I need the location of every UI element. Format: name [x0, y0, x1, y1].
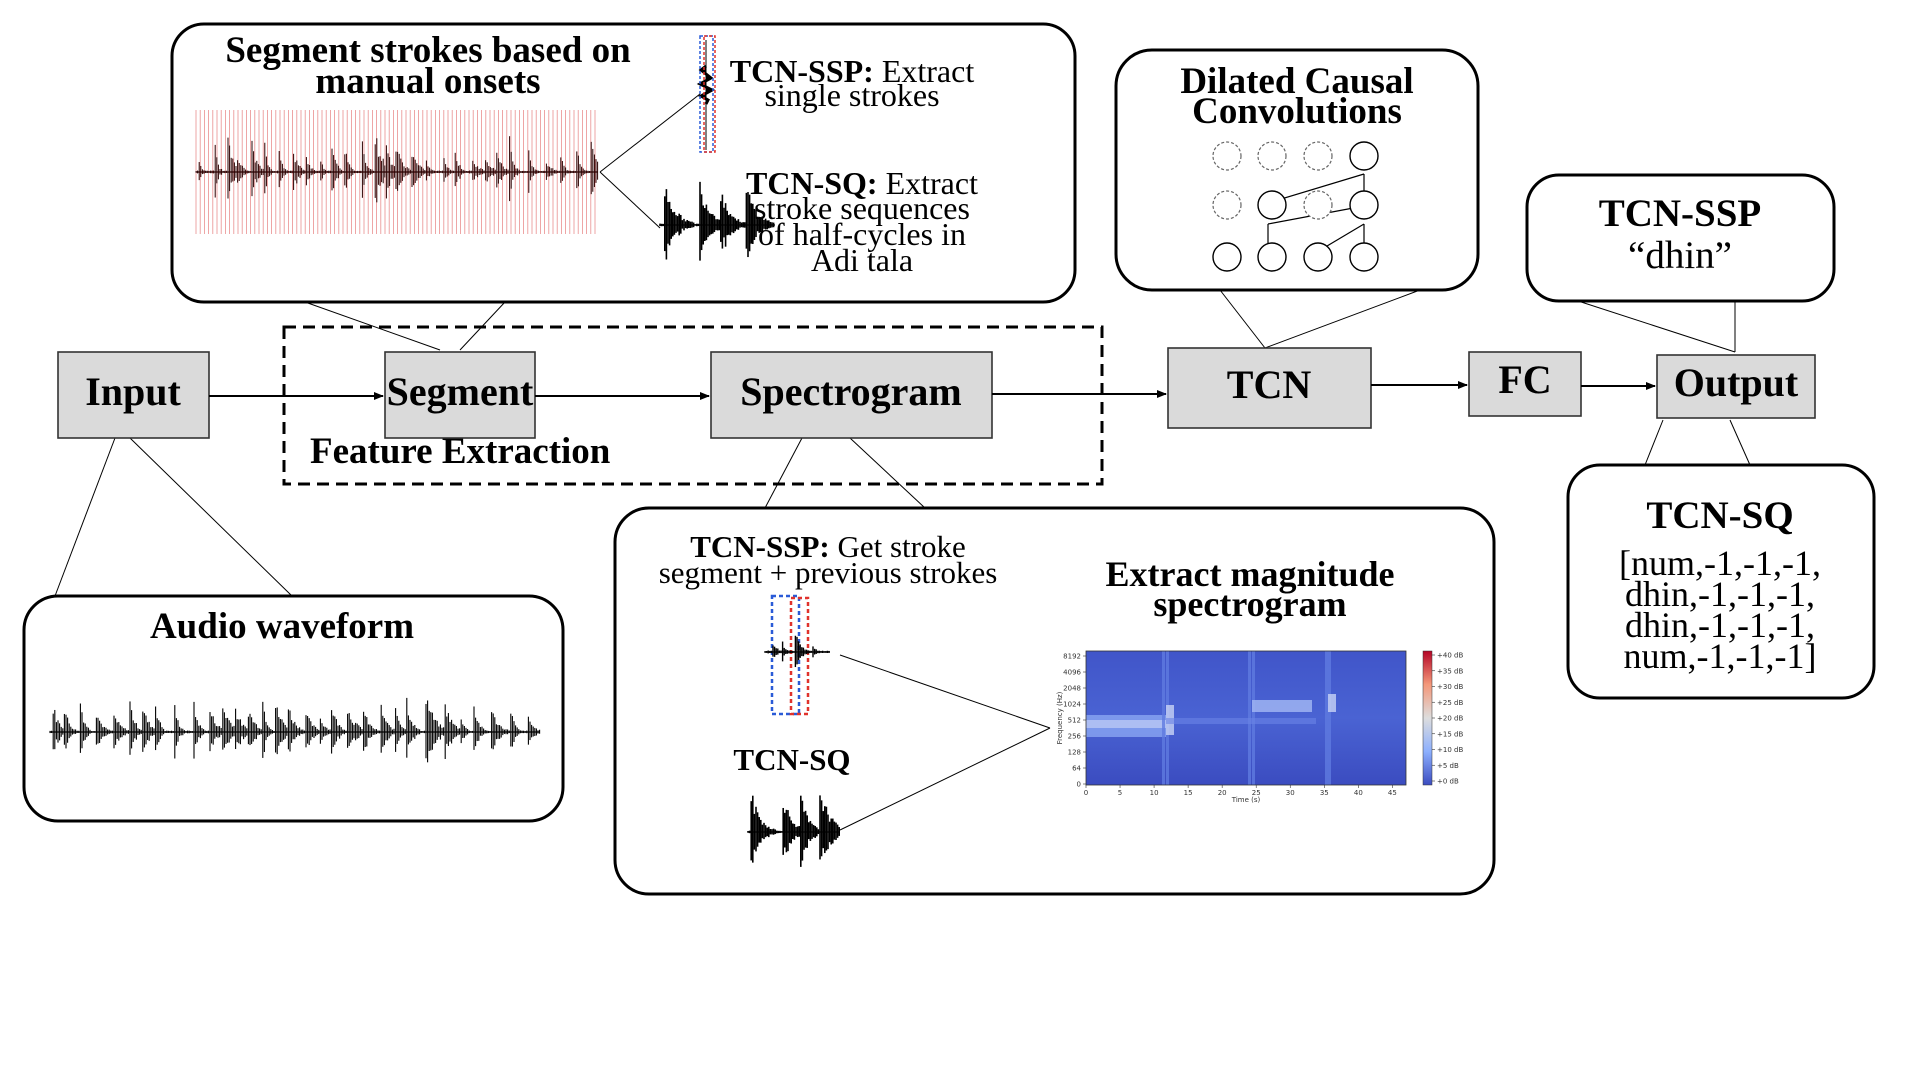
segment-box: Segment	[384, 351, 536, 439]
output-ssp-title: TCN-SSP	[1599, 192, 1762, 235]
spec-ytick-label: 2048	[1063, 685, 1081, 693]
segment-sq-line4: Adi tala	[811, 242, 913, 278]
output-sq-line-1: [num,-1,-1,-1,	[1619, 543, 1821, 583]
svg-text:Output: Output	[1674, 360, 1799, 405]
audio-waveform-plot	[49, 697, 541, 763]
spec-title-2: spectrogram	[1153, 584, 1346, 624]
ssp-stroke-window	[764, 594, 830, 716]
spec-xtick-label: 35	[1320, 789, 1329, 797]
spec-ytick-label: 8192	[1063, 653, 1081, 661]
spec-ytick-label: 4096	[1063, 669, 1081, 677]
spec-sq-label: TCN-SQ	[733, 742, 850, 777]
audio-waveform-callout: Audio waveform	[22, 594, 565, 823]
spec-xtick-label: 25	[1252, 789, 1261, 797]
stroke-sequence-wave	[659, 181, 775, 261]
spec-xtick-label: 0	[1084, 789, 1088, 797]
spec-ytick-label: 256	[1068, 733, 1082, 741]
tcn-callout-title-1: Dilated Causal	[1180, 61, 1413, 102]
spec-xtick-label: 45	[1388, 789, 1397, 797]
spec-sq-wave	[747, 795, 841, 867]
segment-sq-line1: TCN-SQ: Extract	[746, 165, 978, 201]
svg-text:Input: Input	[85, 369, 181, 414]
segment-callout: Segment strokes based on manual onsets T…	[170, 22, 1077, 304]
tcn-callout: Dilated Causal Convolutions	[1114, 48, 1480, 292]
spec-colorbar	[1422, 650, 1433, 786]
spec-ytick-label: 0	[1077, 781, 1081, 789]
output-ssp-value: “dhin”	[1628, 234, 1732, 277]
output-sq-line-3: dhin,-1,-1,-1,	[1625, 605, 1815, 645]
segment-sq-line3: of half-cycles in	[758, 216, 966, 252]
spec-xtick-label: 10	[1150, 789, 1159, 797]
spectrogram-box: Spectrogram	[710, 351, 993, 439]
spec-ytick-label: 128	[1068, 749, 1081, 757]
spec-colorbar-tick-label: +40 dB	[1437, 652, 1463, 660]
spec-colorbar-tick-label: +0 dB	[1437, 778, 1459, 786]
segment-callout-title-2: manual onsets	[315, 61, 540, 102]
spec-colorbar-tick-label: +30 dB	[1437, 683, 1463, 691]
spec-colorbar-tick-label: +25 dB	[1437, 699, 1463, 707]
tcn-box: TCN	[1167, 347, 1372, 429]
spectrogram-callout: TCN-SSP: Get stroke segment + previous s…	[613, 506, 1496, 896]
spec-title-1: Extract magnitude	[1106, 554, 1395, 594]
spec-ytick-label: 512	[1068, 717, 1081, 725]
tcn-callout-title-2: Convolutions	[1192, 91, 1402, 132]
output-sq-title: TCN-SQ	[1646, 494, 1793, 537]
spec-xlabel: Time (s)	[1231, 796, 1261, 804]
onset-waveform	[195, 110, 599, 234]
svg-text:Segment: Segment	[387, 369, 534, 414]
svg-text:TCN: TCN	[1227, 362, 1312, 407]
audio-waveform-title: Audio waveform	[150, 606, 414, 647]
output-sq-line-4: num,-1,-1,-1]	[1624, 636, 1817, 676]
pipeline-arrows	[209, 381, 1656, 400]
output-box: Output	[1656, 354, 1816, 419]
spec-xtick-label: 40	[1354, 789, 1363, 797]
spectrogram-plot: 8192 4096 2048 1024 512 256 128 64 0 0 5 10 15 20 25 3…	[1056, 650, 1463, 804]
output-ssp-callout: TCN-SSP “dhin”	[1525, 173, 1836, 303]
spec-colorbar-tick-label: +15 dB	[1437, 730, 1463, 738]
spec-xtick-label: 5	[1118, 789, 1122, 797]
spec-colorbar-tick-label: +20 dB	[1437, 715, 1463, 723]
segment-sq-line2: stroke sequences	[754, 190, 970, 226]
segment-callout-title-1: Segment strokes based on	[225, 30, 631, 71]
spec-ytick-label: 64	[1072, 765, 1081, 773]
output-sq-callout: TCN-SQ [num,-1,-1,-1, dhin,-1,-1,-1, dhi…	[1566, 463, 1876, 700]
spec-ssp-line2: segment + previous strokes	[659, 555, 998, 590]
spec-colorbar-tick-label: +10 dB	[1437, 746, 1463, 754]
feature-extraction-frame	[282, 325, 1104, 486]
input-box: Input	[57, 351, 210, 439]
fc-box: FC	[1468, 351, 1582, 417]
spec-colorbar-tick-label: +35 dB	[1437, 667, 1463, 675]
spec-ssp-line1: TCN-SSP: Get stroke	[690, 529, 966, 564]
segment-ssp-line2: single strokes	[764, 77, 939, 113]
svg-text:FC: FC	[1498, 357, 1551, 402]
svg-text:Spectrogram: Spectrogram	[740, 369, 961, 414]
dilated-conv-graph	[1212, 141, 1379, 272]
leader-lines	[54, 289, 1751, 597]
spec-xtick-label: 20	[1218, 789, 1227, 797]
output-sq-line-2: dhin,-1,-1,-1,	[1625, 574, 1815, 614]
segment-ssp-line1: TCN-SSP: Extract	[730, 53, 975, 89]
spec-xtick-label: 30	[1286, 789, 1295, 797]
spec-ytick-label: 1024	[1063, 701, 1081, 709]
spec-ylabel: Frequency (Hz)	[1056, 691, 1064, 744]
spec-colorbar-tick-label: +5 dB	[1437, 762, 1459, 770]
spec-xtick-label: 15	[1184, 789, 1193, 797]
